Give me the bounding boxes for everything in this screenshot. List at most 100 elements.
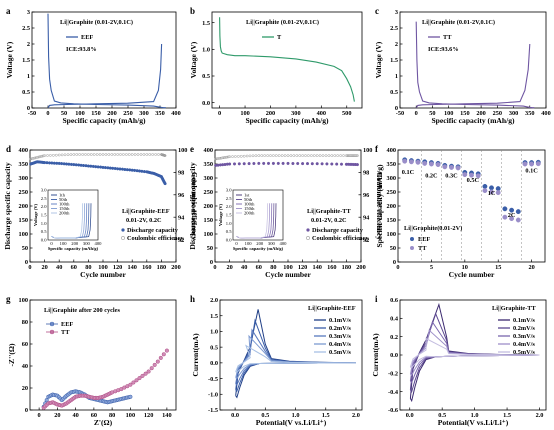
capacity-point <box>111 166 115 170</box>
rate-point <box>495 190 501 196</box>
y2-axis-label: Coulombic efficiency <box>190 172 199 240</box>
efficiency-point <box>119 153 122 156</box>
efficiency-point <box>242 154 246 158</box>
voltage-curve <box>415 43 531 109</box>
y-axis-label: Discharge specific capacity <box>188 162 197 250</box>
inset: 0 100 200 300 400 0.0 0.5 1.0 1.5 2.0 2.5 3.0 Specif… <box>218 188 287 252</box>
rate-point <box>529 161 535 167</box>
rate-point <box>428 161 434 167</box>
y-tick-label: 300 <box>19 175 28 182</box>
y-tick-label: 0.5 <box>22 89 30 96</box>
x-tick-label: 200 <box>107 110 116 117</box>
y-tick-label: 1.5 <box>22 57 30 64</box>
x-tick-label: 500 <box>342 110 351 117</box>
eis-point-tt <box>149 366 154 371</box>
y2-tick-label: 100 <box>178 147 187 154</box>
efficiency-point <box>127 153 131 156</box>
rate-point <box>495 186 501 192</box>
y-tick-label: 1.5 <box>210 313 218 320</box>
efficiency-point <box>321 154 325 157</box>
y-tick-label: 1.0 <box>210 329 218 336</box>
y-tick-label: 200 <box>387 203 396 210</box>
eis-point-tt <box>137 376 142 381</box>
x-tick-label: 200 <box>266 110 275 117</box>
panel-e: 0 20 40 60 80 100 120 140 160 180 200 0 50 100 150 200 2… <box>188 144 384 279</box>
capacity-point <box>330 162 334 166</box>
x-tick-label: 20 <box>41 264 47 271</box>
annotation: Li||Graphite-TT <box>307 208 352 215</box>
x-tick-label: 80 <box>85 264 91 271</box>
efficiency-point <box>266 154 269 157</box>
capacity-point <box>325 162 329 166</box>
efficiency-point <box>37 155 41 159</box>
capacity-point <box>133 168 137 172</box>
inset-y-tick: 1.5 <box>41 213 47 218</box>
efficiency-point <box>224 156 227 159</box>
x-axis-label: Specific capacity (mAh/g) <box>431 116 515 125</box>
y-tick-label: 100 <box>19 297 28 304</box>
rate-point <box>475 173 481 179</box>
efficiency-point <box>122 153 125 156</box>
efficiency-point <box>239 154 243 158</box>
efficiency-point <box>81 153 84 156</box>
efficiency-point <box>257 154 261 157</box>
y-tick-label: 3 <box>27 9 30 16</box>
capacity-point <box>296 161 300 166</box>
y-tick-label: 0.5 <box>202 73 210 80</box>
y-tick-label: 150 <box>204 217 213 224</box>
panel-letter: b <box>190 6 195 16</box>
y-tick-label: 250 <box>387 189 396 196</box>
efficiency-point <box>87 153 90 156</box>
x-tick-label: 0 <box>28 264 31 271</box>
capacity-point <box>257 161 261 165</box>
inset-legend-label: 150th <box>244 206 255 211</box>
x-tick-label: 1.0 <box>292 412 300 419</box>
rate-point <box>402 158 408 164</box>
inset-y-tick: 1.0 <box>41 221 47 226</box>
efficiency-point <box>57 153 61 157</box>
efficiency-point <box>63 153 67 157</box>
efficiency-point <box>40 154 44 158</box>
efficiency-point <box>101 153 105 156</box>
eis-point-tt <box>131 380 136 385</box>
efficiency-point <box>286 154 290 157</box>
efficiency-point <box>301 154 304 157</box>
x-tick-label: 200 <box>356 264 365 271</box>
efficiency-point <box>113 153 117 156</box>
efficiency-point <box>324 154 328 157</box>
rate-label: 0.2C <box>425 172 438 179</box>
legend-rate-label: 0.1mV/s <box>513 317 535 324</box>
inset-x-tick: 300 <box>83 241 91 246</box>
capacity-point <box>276 161 280 165</box>
efficiency-point <box>218 156 222 160</box>
y-tick-label: 350 <box>204 161 213 168</box>
y-tick-label: 1 <box>27 73 30 80</box>
y-tick-label: 1.5 <box>202 20 210 27</box>
y-tick-label: 300 <box>387 175 396 182</box>
x-tick-label: 250 <box>493 110 502 117</box>
y-tick-label: 0 <box>210 259 213 266</box>
capacity-point <box>60 162 64 166</box>
efficiency-point <box>356 154 359 157</box>
rate-point <box>502 214 508 220</box>
cv-loop <box>409 337 540 369</box>
x-tick-label: 100 <box>283 264 292 271</box>
efficiency-point <box>41 154 45 158</box>
rate-label: 0.1C <box>525 167 538 174</box>
efficiency-point <box>312 154 316 157</box>
legend-rate-label: 0.4mV/s <box>513 341 535 348</box>
efficiency-point <box>98 153 102 156</box>
x-axis-label: Specific capacity (mAh/g) <box>245 116 329 125</box>
x-tick-label: 0.0 <box>406 412 414 419</box>
inset: 0 100 200 300 400 0.0 0.5 1.0 1.5 2.0 2.5 3.0 Specif… <box>33 188 102 252</box>
x-tick-label: -50 <box>396 110 404 117</box>
inset-x-tick: 0 <box>235 241 238 246</box>
inset-legend-label: 200th <box>59 211 70 216</box>
x-tick-label: 100 <box>444 110 453 117</box>
legend-efficiency-marker <box>306 236 310 240</box>
capacity-point <box>301 162 305 166</box>
efficiency-point <box>333 154 337 157</box>
x-tick-label: 100 <box>126 412 135 419</box>
annotation: Li||Graphite-EEF <box>308 305 356 312</box>
